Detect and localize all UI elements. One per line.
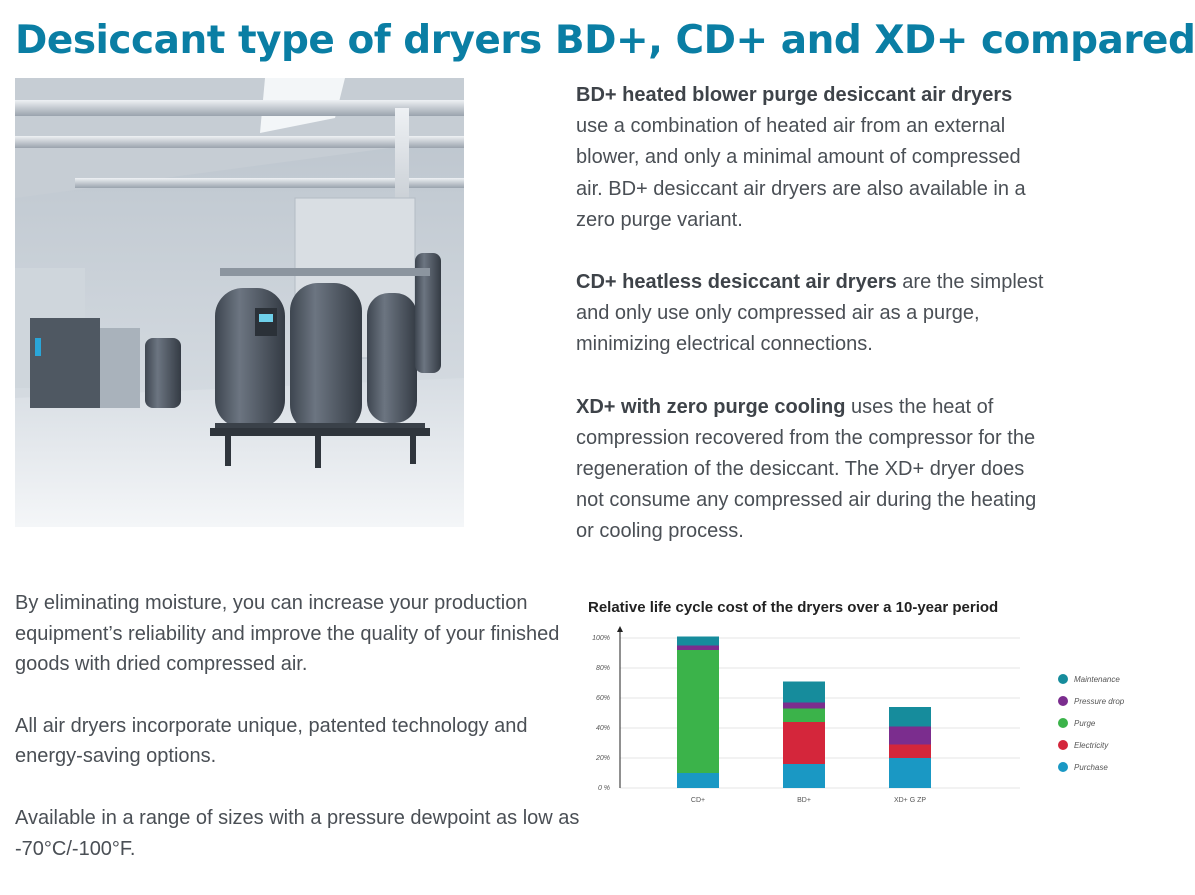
bar-segment-purge: [783, 708, 825, 722]
life-cycle-cost-chart: Relative life cycle cost of the dryers o…: [582, 592, 1142, 810]
xd-plus-description: uses the heat of compression recovered f…: [576, 395, 1037, 543]
legend-swatch: [1058, 718, 1068, 728]
cd-plus-paragraph: CD+ heatless desiccant air dryers are th…: [576, 267, 1046, 361]
y-tick-label: 40%: [596, 725, 610, 732]
bar-segment-purchase: [889, 758, 931, 788]
bar-segment-purge: [677, 650, 719, 773]
y-tick-label: 80%: [596, 665, 610, 672]
xd-plus-heading: XD+ with zero purge cooling: [576, 395, 846, 418]
cd-plus-heading: CD+ heatless desiccant air dryers: [576, 271, 897, 294]
legend-swatch: [1058, 674, 1068, 684]
page-title: Desiccant type of dryers BD+, CD+ and XD…: [15, 18, 1195, 63]
y-tick-label: 0 %: [598, 785, 610, 792]
bd-plus-description: use a combination of heated air from an …: [576, 115, 1026, 231]
bar-segment-maintenance: [677, 636, 719, 646]
left-column-text: By eliminating moisture, you can increas…: [15, 588, 580, 895]
legend-label: Maintenance: [1074, 674, 1120, 684]
y-axis-arrow: [617, 626, 623, 632]
legend-item: Purge: [1058, 712, 1148, 734]
moisture-paragraph: By eliminating moisture, you can increas…: [15, 592, 560, 676]
bar-segment-electricity: [783, 722, 825, 764]
legend-swatch: [1058, 740, 1068, 750]
chart-plot: 0 % 20% 40% 60% 80% 100% CD+ BD+ XD+ G ZP: [592, 626, 1020, 804]
bd-plus-heading: BD+ heated blower purge desiccant air dr…: [576, 84, 1013, 106]
legend-label: Pressure drop: [1074, 696, 1125, 706]
bar-segment-maintenance: [783, 681, 825, 703]
x-category-label: CD+: [691, 797, 705, 804]
legend-swatch: [1058, 762, 1068, 772]
bar-segment-pressure-drop: [889, 726, 931, 745]
bar-segment-pressure-drop: [677, 645, 719, 650]
xd-plus-paragraph: XD+ with zero purge cooling uses the hea…: [576, 392, 1046, 548]
legend-item: Purchase: [1058, 756, 1148, 778]
y-tick-label: 20%: [595, 755, 610, 762]
chart-legend: Maintenance Pressure drop Purge Electricity…: [1058, 668, 1148, 778]
right-column-text: BD+ heated blower purge desiccant air dr…: [576, 80, 1046, 579]
bar-segment-electricity: [889, 744, 931, 758]
chart-title: Relative life cycle cost of the dryers o…: [588, 599, 999, 616]
hero-image-dryers: [15, 78, 464, 527]
legend-item: Maintenance: [1058, 668, 1148, 690]
bar-segment-pressure-drop: [783, 702, 825, 709]
legend-item: Electricity: [1058, 734, 1148, 756]
legend-label: Electricity: [1074, 740, 1109, 750]
legend-swatch: [1058, 696, 1068, 706]
y-tick-label: 100%: [592, 635, 610, 642]
legend-label: Purchase: [1074, 762, 1108, 772]
technology-paragraph: All air dryers incorporate unique, paten…: [15, 714, 528, 768]
bar-segment-purchase: [783, 764, 825, 788]
x-category-label: XD+ G ZP: [894, 797, 926, 804]
bar-segment-purchase: [677, 773, 719, 788]
bd-plus-paragraph: BD+ heated blower purge desiccant air dr…: [576, 80, 1046, 236]
y-tick-label: 60%: [596, 695, 610, 702]
sizes-paragraph: Available in a range of sizes with a pre…: [15, 806, 580, 860]
legend-label: Purge: [1074, 718, 1096, 728]
legend-item: Pressure drop: [1058, 690, 1148, 712]
cd-plus-description: are the simplest and only use only compr…: [576, 271, 1044, 356]
x-category-label: BD+: [797, 797, 811, 804]
bar-segment-maintenance: [889, 707, 931, 727]
